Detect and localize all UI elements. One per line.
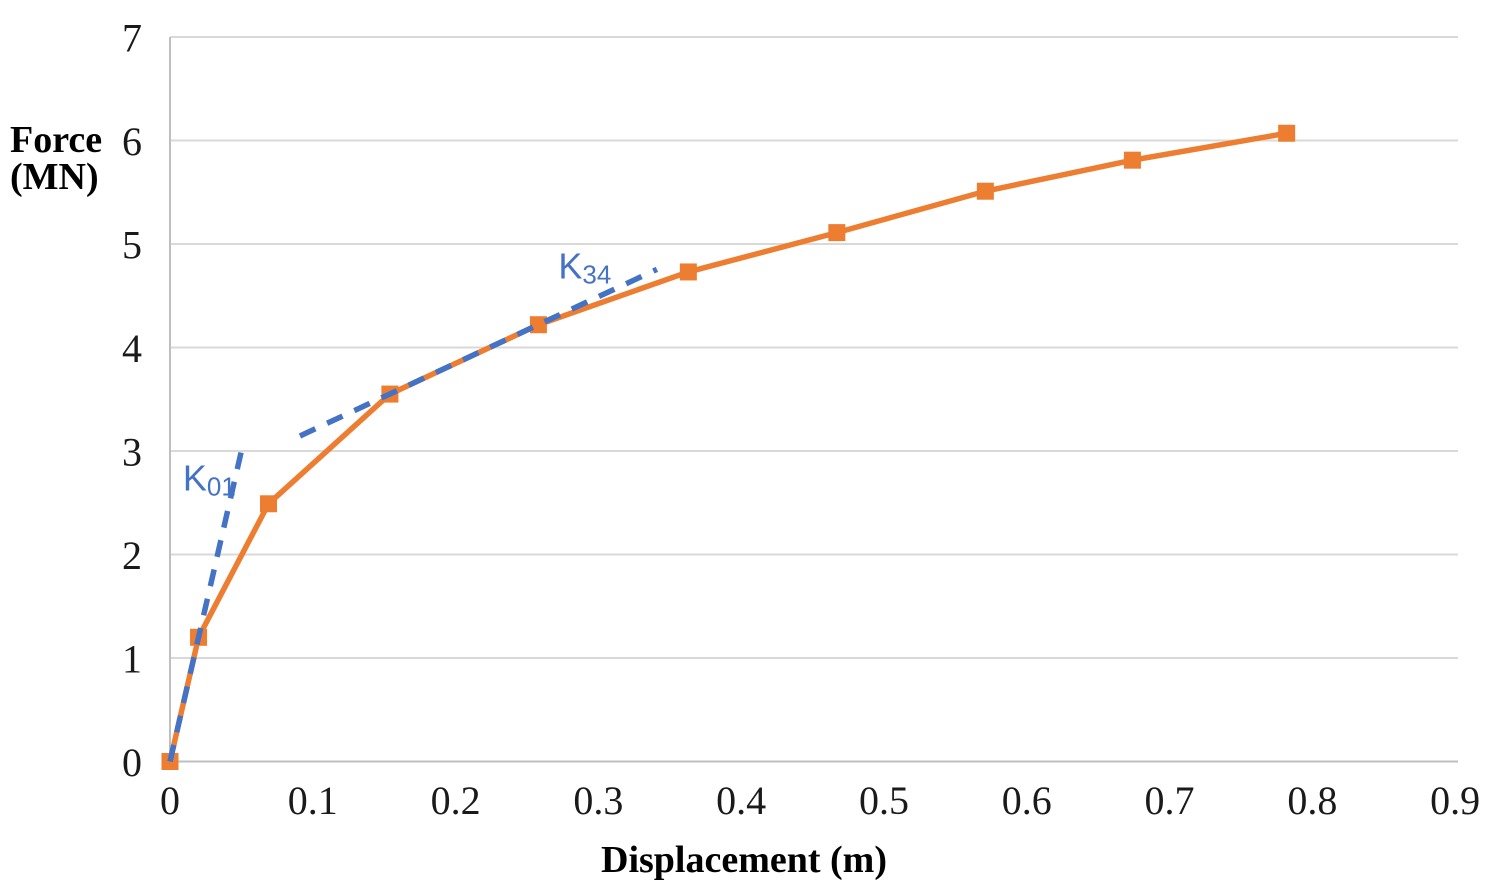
y-tick-label: 4: [122, 326, 142, 371]
x-tick-label: 0.3: [573, 778, 623, 823]
data-point-marker: [1123, 151, 1141, 169]
data-point-marker: [976, 182, 994, 200]
K01-secant-label-subscript: 01: [207, 472, 236, 502]
K34-secant-label-subscript: 34: [582, 259, 611, 289]
data-point-marker: [260, 495, 278, 513]
x-axis-title: Displacement (m): [601, 839, 887, 881]
y-tick-label: 3: [122, 429, 142, 474]
y-tick-label: 0: [122, 740, 142, 785]
y-axis-title-line1: Force: [10, 119, 103, 161]
y-tick-label: 6: [122, 119, 142, 164]
K01-secant-line: [167, 447, 245, 763]
x-tick-label: 0.4: [716, 778, 766, 823]
K01-secant-label-base: K: [183, 458, 207, 499]
data-point-marker: [828, 224, 846, 242]
y-tick-label: 1: [122, 636, 142, 681]
K34-secant-label: K34: [558, 246, 611, 290]
K34-secant-label-base: K: [558, 246, 582, 287]
x-tick-label: 0.5: [859, 778, 909, 823]
x-tick-label: 0.2: [431, 778, 481, 823]
x-tick-label: 0.9: [1430, 778, 1480, 823]
y-axis-title: Force (MN): [10, 119, 103, 198]
x-tick-label: 0.8: [1287, 778, 1337, 823]
x-tick-label: 0.7: [1145, 778, 1195, 823]
y-tick-label: 5: [122, 222, 142, 267]
y-axis-title-line2: (MN): [10, 156, 99, 198]
x-tick-label: 0.1: [288, 778, 338, 823]
K34-secant-line: [298, 266, 659, 439]
data-point-marker: [1278, 124, 1296, 142]
K01-secant-label: K01: [183, 458, 236, 502]
data-point-marker: [679, 263, 697, 281]
y-tick-label: 2: [122, 533, 142, 578]
data-point-marker: [529, 316, 547, 334]
x-tick-label: 0: [160, 778, 180, 823]
force-displacement-curve: [167, 130, 1288, 763]
x-tick-label: 0.6: [1002, 778, 1052, 823]
y-tick-label: 7: [122, 15, 142, 60]
